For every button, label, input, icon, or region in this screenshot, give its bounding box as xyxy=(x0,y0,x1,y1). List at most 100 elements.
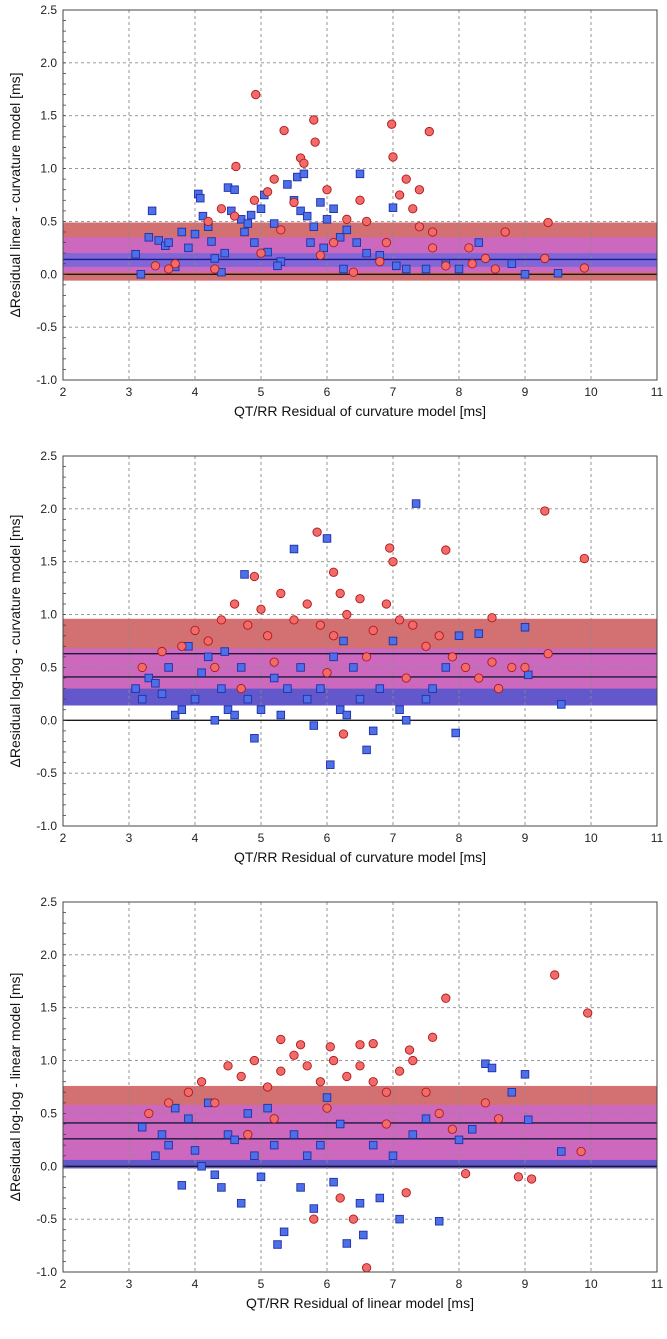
x-tick-label: 3 xyxy=(126,831,133,845)
data-point-circle xyxy=(408,1055,418,1066)
data-point-square xyxy=(269,673,279,683)
data-point-circle xyxy=(203,636,213,646)
data-point-square xyxy=(210,716,220,725)
data-point-circle xyxy=(480,253,491,264)
data-point-circle xyxy=(216,615,227,625)
data-point-circle xyxy=(177,641,187,651)
y-tick-label: -0.5 xyxy=(36,1212,57,1226)
data-point-circle xyxy=(540,253,550,264)
data-point-square xyxy=(289,544,299,554)
data-point-square xyxy=(296,1183,305,1192)
x-tick-label: 7 xyxy=(390,831,397,845)
data-point-circle xyxy=(381,237,392,248)
data-point-circle xyxy=(279,125,289,136)
x-tick-label: 4 xyxy=(192,385,199,399)
data-point-circle xyxy=(335,1193,345,1203)
data-point-circle xyxy=(249,1055,260,1066)
data-point-square xyxy=(256,1172,266,1182)
data-point-circle xyxy=(480,1098,491,1108)
data-point-square xyxy=(362,745,371,755)
x-tick-label: 6 xyxy=(324,385,331,399)
data-point-square xyxy=(375,684,385,693)
data-point-circle xyxy=(464,243,474,253)
data-point-square xyxy=(339,636,348,646)
data-point-square xyxy=(196,193,205,203)
data-point-square xyxy=(507,259,517,268)
data-point-square xyxy=(392,261,401,271)
data-point-circle xyxy=(507,662,517,673)
data-point-circle xyxy=(493,683,504,694)
y-tick-label: 1.5 xyxy=(40,109,57,123)
data-point-circle xyxy=(269,174,279,184)
y-tick-label: 1.5 xyxy=(40,1001,57,1015)
data-point-circle xyxy=(401,1188,411,1198)
data-point-circle xyxy=(388,152,398,162)
data-point-circle xyxy=(236,683,246,694)
plot-frame xyxy=(62,9,658,381)
data-point-circle xyxy=(355,195,365,205)
data-point-square xyxy=(177,1181,187,1190)
scatter-chart: 2.5 2.0 1.5 1.0 0.5 0.0 -0.5 -1.02 3 4 5 6 7 8 9 10 11 QT… xyxy=(7,3,664,419)
x-tick-label: 7 xyxy=(390,385,397,399)
data-point-square xyxy=(137,1122,147,1132)
data-point-circle xyxy=(381,1087,392,1097)
data-point-circle xyxy=(414,222,425,232)
data-point-square xyxy=(246,210,256,220)
data-point-circle xyxy=(276,225,286,235)
data-point-circle xyxy=(414,185,425,195)
data-point-circle xyxy=(441,993,451,1003)
data-point-square xyxy=(223,1130,233,1139)
data-point-square xyxy=(296,206,305,216)
data-point-circle xyxy=(361,652,372,662)
data-point-square xyxy=(319,243,328,253)
x-tick-label: 6 xyxy=(324,831,331,845)
data-point-circle xyxy=(487,657,497,667)
data-point-square xyxy=(269,1140,279,1150)
y-tick-label: 1.0 xyxy=(40,162,57,176)
data-point-square xyxy=(335,705,345,714)
data-point-square xyxy=(557,1147,566,1156)
data-point-circle xyxy=(289,197,299,208)
data-point-circle xyxy=(338,729,349,739)
data-point-square xyxy=(217,684,226,693)
data-point-circle xyxy=(210,264,220,274)
data-point-square xyxy=(256,204,266,213)
data-point-square xyxy=(230,185,239,194)
data-point-circle xyxy=(163,1098,174,1108)
data-point-square xyxy=(299,169,309,179)
data-point-circle xyxy=(368,1077,378,1087)
data-point-circle xyxy=(328,1055,339,1066)
data-point-square xyxy=(157,1130,167,1139)
data-point-square xyxy=(474,238,484,247)
data-point-circle xyxy=(170,259,180,269)
data-point-square xyxy=(322,215,332,224)
data-point-square xyxy=(250,1151,259,1160)
data-point-square xyxy=(302,1151,312,1160)
data-point-square xyxy=(157,689,167,699)
scatter-chart: 2.5 2.0 1.5 1.0 0.5 0.0 -0.5 -1.02 3 4 5 6 7 8 9 10 11 QT… xyxy=(7,449,664,865)
data-point-square xyxy=(401,264,411,274)
data-point-square xyxy=(164,238,173,247)
data-point-square xyxy=(329,1177,338,1187)
data-point-square xyxy=(451,728,460,738)
data-point-circle xyxy=(576,1146,586,1157)
x-tick-label: 3 xyxy=(126,1277,133,1291)
data-point-square xyxy=(342,225,352,235)
data-point-square xyxy=(276,710,286,720)
data-point-square xyxy=(309,1204,319,1213)
data-point-circle xyxy=(447,1124,458,1134)
data-point-circle xyxy=(302,599,312,609)
data-point-square xyxy=(302,211,312,221)
data-point-circle xyxy=(183,1087,194,1097)
data-point-circle xyxy=(388,557,398,567)
data-point-square xyxy=(524,1115,533,1125)
data-point-circle xyxy=(401,174,411,184)
data-point-square xyxy=(269,219,279,228)
plot-frame xyxy=(62,901,658,1273)
data-point-circle xyxy=(361,216,372,227)
data-point-square xyxy=(190,1146,200,1155)
x-tick-label: 4 xyxy=(192,1277,199,1291)
y-tick-label: 1.5 xyxy=(40,555,57,569)
data-point-square xyxy=(355,169,365,179)
data-point-circle xyxy=(251,89,261,100)
